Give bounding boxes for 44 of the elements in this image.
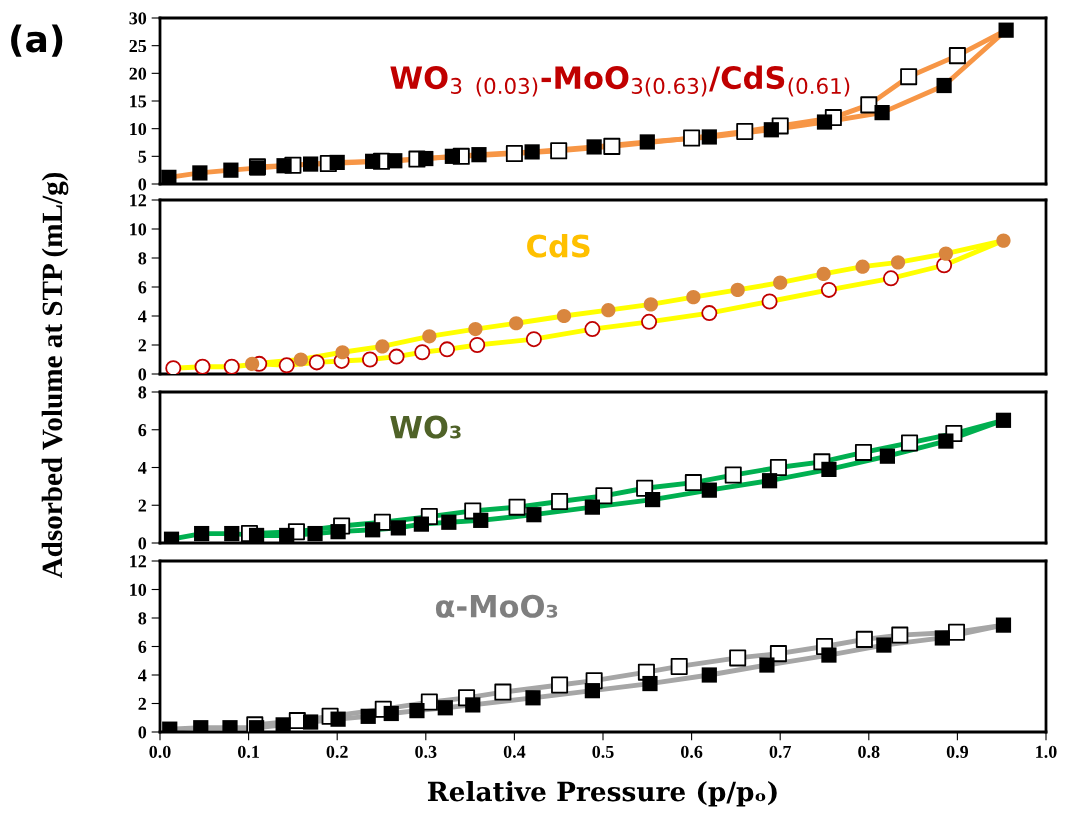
y-tick-label: 4 xyxy=(138,310,147,323)
x-tick-label: 0.5 xyxy=(592,745,614,758)
y-tick-label: 0 xyxy=(138,368,147,381)
x-tick-label: 0.0 xyxy=(149,745,171,758)
x-tick-label: 0.9 xyxy=(946,745,969,758)
x-tick-label: 0.6 xyxy=(681,745,703,758)
chart-title: (a) xyxy=(11,24,63,57)
x-tick-label: 0.7 xyxy=(769,745,792,758)
y-tick-label: 15 xyxy=(130,95,147,108)
x-tick-label: 0.3 xyxy=(415,745,437,758)
annotation: WO$_{3 (0.03)}$-MoO$_{3(0.63)}$/CdS$_{(0.61)}$ xyxy=(390,65,850,97)
y-tick-label: 6 xyxy=(138,281,147,294)
y-tick-label: 25 xyxy=(129,39,147,53)
y-tick-label: 0 xyxy=(138,537,147,550)
y-tick-label: 10 xyxy=(130,223,147,236)
y-tick-label: 2 xyxy=(138,499,147,512)
y-tick-label: 8 xyxy=(138,386,147,399)
y-tick-label: 10 xyxy=(130,122,147,136)
x-tick-label: 0.8 xyxy=(858,745,880,758)
y-tick-label: 0 xyxy=(138,178,147,191)
y-tick-label: 4 xyxy=(138,461,147,474)
y-tick-label: 8 xyxy=(138,612,147,625)
y-tick-label: 12 xyxy=(130,555,147,568)
y-tick-label: 6 xyxy=(138,424,147,437)
y-tick-label: 10 xyxy=(130,583,147,596)
annotation: CdS xyxy=(527,233,590,258)
y-tick-label: 2 xyxy=(138,697,147,710)
annotation: WO₃ xyxy=(390,415,461,439)
y-tick-label: 6 xyxy=(138,640,147,653)
y-tick-label: 8 xyxy=(138,252,147,265)
y-tick-label: 4 xyxy=(138,669,147,682)
x-tick-label: 1.0 xyxy=(1036,745,1057,758)
y-tick-label: 20 xyxy=(129,67,147,80)
x-tick-label: 0.1 xyxy=(238,745,259,758)
x-tick-label: 0.2 xyxy=(326,745,348,758)
x-axis-title: Relative Pressure (p/pₒ) xyxy=(427,781,777,807)
annotation: α-MoO₃ xyxy=(435,594,558,618)
y-axis-title: Adsorbed Volume at STP (mL/g) xyxy=(41,172,69,579)
y-tick-label: 30 xyxy=(129,12,147,25)
x-tick-label: 0.4 xyxy=(503,745,526,758)
y-tick-label: 2 xyxy=(138,339,147,352)
y-tick-label: 0 xyxy=(138,726,147,739)
y-tick-label: 12 xyxy=(130,194,147,207)
y-tick-label: 5 xyxy=(138,150,147,163)
